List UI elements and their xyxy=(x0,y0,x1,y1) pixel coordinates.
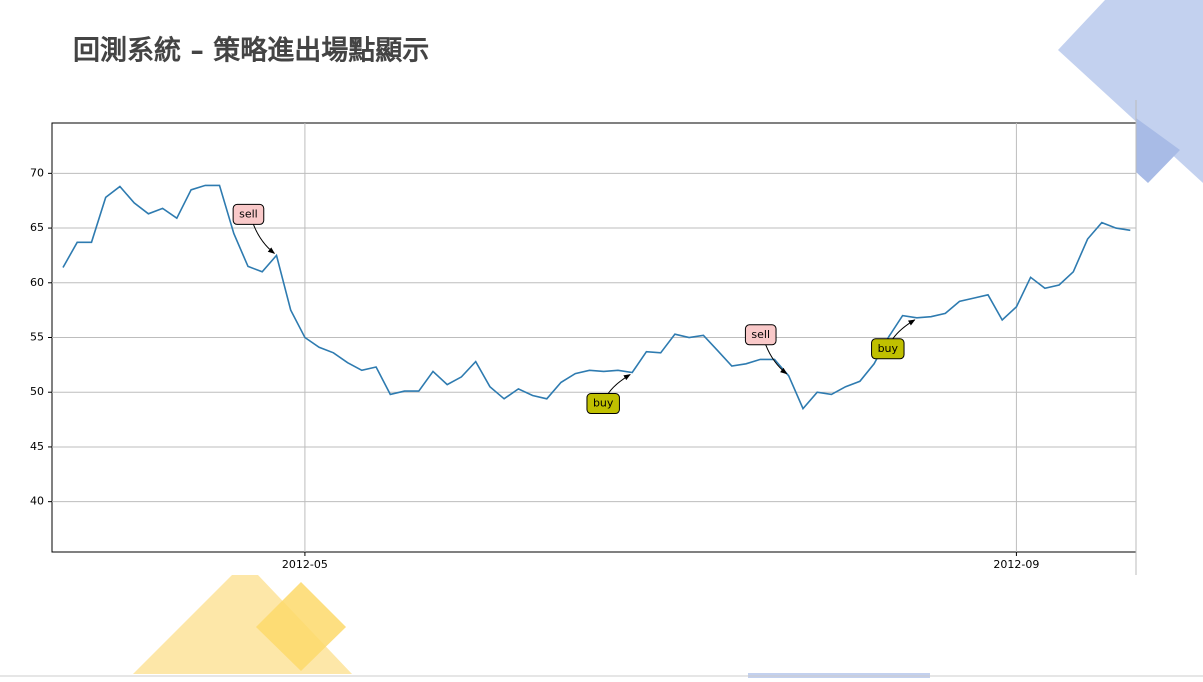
decoration xyxy=(1136,118,1180,183)
annotation-box xyxy=(232,203,265,225)
annotation-box xyxy=(871,338,905,360)
annotation-label: sell xyxy=(751,328,770,341)
y-tick-label: 65 xyxy=(30,221,44,234)
plot: 40 45 50 55 60 65 70 2012-05 2012-09 sell buy sell b… xyxy=(30,123,1136,571)
y-tick-label: 60 xyxy=(30,276,44,289)
slide-title: 回測系統 – 策略進出場點顯示 xyxy=(73,35,429,67)
annotation-arrow xyxy=(765,344,788,375)
price-line xyxy=(62,184,1131,411)
y-tick-label: 45 xyxy=(30,440,44,453)
y-tick-label: 40 xyxy=(30,495,44,508)
annotation-label: buy xyxy=(593,397,614,410)
x-tick-label: 2012-05 xyxy=(282,558,328,571)
annotation-box xyxy=(586,393,620,415)
annotation-label: sell xyxy=(239,207,258,220)
annotation-box xyxy=(744,324,777,346)
y-tick-label: 70 xyxy=(30,166,44,179)
decoration xyxy=(1058,0,1203,183)
y-tick-label: 55 xyxy=(30,331,44,344)
decoration xyxy=(256,582,346,671)
annotation-label: buy xyxy=(878,342,899,355)
annotation-arrow xyxy=(607,374,631,394)
y-tick-label: 50 xyxy=(30,385,44,398)
annotation-arrow xyxy=(892,319,916,340)
annotation-arrow xyxy=(252,224,276,254)
x-tick-label: 2012-09 xyxy=(993,558,1039,571)
